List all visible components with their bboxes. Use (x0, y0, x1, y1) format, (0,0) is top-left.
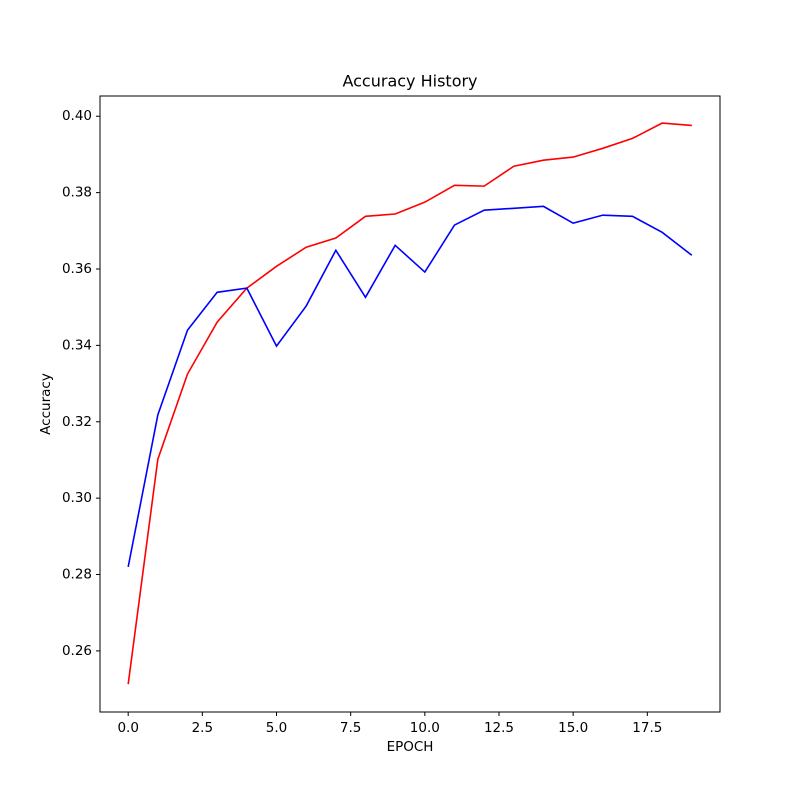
y-tick-label: 0.26 (62, 643, 92, 659)
x-tick-label: 12.5 (484, 720, 514, 736)
y-tick-label: 0.30 (62, 490, 92, 506)
x-tick-label: 10.0 (410, 720, 440, 736)
plot-frame (99, 95, 721, 713)
y-tick-label: 0.34 (62, 337, 92, 353)
x-tick-label: 7.5 (340, 720, 361, 736)
x-tick-label: 17.5 (632, 720, 662, 736)
chart-title: Accuracy History (342, 72, 477, 91)
x-tick-label: 15.0 (558, 720, 588, 736)
y-tick-label: 0.36 (62, 261, 92, 277)
y-tick-label: 0.28 (62, 567, 92, 583)
x-tick-label: 2.5 (192, 720, 213, 736)
series-line (127, 122, 692, 685)
y-tick-label: 0.32 (62, 414, 92, 430)
y-axis-label: Accuracy (38, 373, 54, 435)
x-tick-label: 5.0 (266, 720, 287, 736)
x-axis-label: EPOCH (387, 739, 434, 755)
y-tick-label: 0.40 (62, 108, 92, 124)
x-tick-label: 0.0 (117, 720, 138, 736)
series-line (127, 205, 693, 568)
y-tick-label: 0.38 (62, 185, 92, 201)
